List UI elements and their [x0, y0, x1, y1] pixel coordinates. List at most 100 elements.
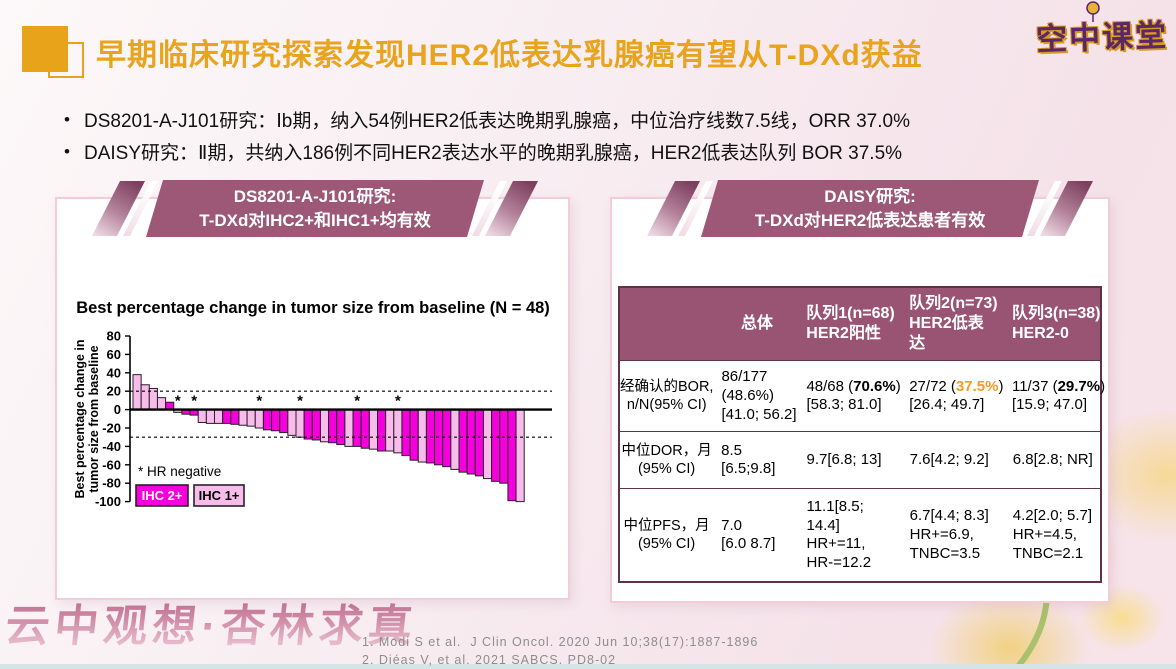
value-text: HER2低表: [909, 315, 984, 333]
chart-bar: [287, 409, 297, 436]
value-text: 6.7[4.4; 8.3]: [909, 507, 989, 525]
right-banner-line1: DAISY研究:: [824, 187, 916, 206]
table-cell: 经确认的BOR, n/N(95% CI): [620, 361, 715, 431]
table-cell-line: 6.7[4.4; 8.3]: [910, 507, 1005, 526]
watermark-slogan: 云中观想·杏林求真: [3, 590, 421, 654]
value-text: 9.7[6.8; 13]: [806, 451, 882, 469]
value-text: HER2阳性: [806, 325, 881, 343]
chart-bar: [352, 409, 362, 447]
value-text: 队列2(n=73): [909, 295, 998, 312]
table-cell-line: 中位PFS，月: [620, 517, 713, 535]
left-banner-line2: T-DXd对IHC2+和IHC1+均有效: [199, 210, 431, 230]
table-cell-line: 9.7[6.8; 13]: [806, 451, 901, 470]
table-cell-line: HER2低表: [909, 314, 1004, 334]
references: 1. Modi S et al. J Clin Oncol. 2020 Jun …: [362, 633, 758, 669]
value-text: [26.4; 49.7]: [909, 396, 985, 414]
chart-bar: [499, 409, 509, 484]
summary-bullets: DS8201-A-J101研究：Ⅰb期，纳入54例HER2低表达晚期乳腺癌，中位…: [58, 106, 1128, 170]
chart-bar: [393, 409, 403, 454]
reference-1: 1. Modi S et al. J Clin Oncol. 2020 Jun …: [362, 635, 759, 649]
chart-bar: [205, 409, 216, 424]
table-cell: 总体: [715, 288, 800, 360]
value-text: 14.4]: [806, 516, 840, 534]
chart-bar: [311, 409, 321, 441]
table-cell-line: HR+=4.5,: [1013, 526, 1098, 545]
table-cell-line: 队列2(n=73): [909, 294, 1004, 314]
highlighted-value: 37.5%: [955, 377, 999, 395]
chart-bar: [377, 409, 387, 452]
value-text: TNBC=3.5: [909, 544, 981, 562]
chart-bar: [507, 409, 517, 502]
value-text: HR+=11,: [806, 535, 866, 553]
y-tick-label: -40: [102, 439, 121, 454]
value-text: 中位PFS，月: [623, 518, 710, 535]
value-text: HR+=4.5,: [1012, 526, 1077, 544]
y-tick-label: 0: [114, 402, 121, 417]
chart-bar: [246, 409, 256, 427]
right-banner-line2: T-DXd对HER2低表达患者有效: [754, 210, 986, 230]
chart-bar: [482, 409, 493, 480]
y-tick-label: -60: [102, 457, 121, 472]
value-text: 4.2[2.0; 5.7]: [1012, 507, 1092, 525]
table-cell: 9.7[6.8; 13]: [800, 432, 903, 488]
table-cell-line: 14.4]: [806, 517, 901, 536]
table-cell-line: 11/37 (29.7%): [1011, 377, 1105, 397]
table-cell-line: 8.5: [721, 442, 798, 461]
right-banner: DAISY研究: T-DXd对HER2低表达患者有效: [646, 180, 1094, 237]
value-text: 8.5: [721, 441, 743, 459]
table-cell-line: 达: [909, 334, 1004, 354]
value-text: 经确认的BOR,: [620, 379, 714, 396]
table-cell: 11.1[8.5; 14.4] HR+=11, HR-=12.2: [800, 489, 903, 581]
table-cell-line: (95% CI): [620, 460, 713, 478]
page-title: 早期临床研究探索发现HER2低表达乳腺癌有望从T-DXd获益: [96, 39, 923, 72]
value-text: 总体: [740, 315, 773, 333]
value-text: (95% CI): [637, 536, 696, 553]
value-text: HR-=12.2: [806, 554, 872, 572]
value-text: ): [1100, 377, 1106, 395]
value-text: [41.0; 56.2]: [721, 405, 797, 423]
chart-bar: [132, 374, 142, 411]
chart-bar: [425, 409, 436, 464]
table-cell: 中位PFS，月 (95% CI): [620, 489, 715, 581]
value-text: HER2-0: [1011, 325, 1069, 343]
y-tick-label: -80: [102, 476, 121, 491]
value-text: 7.0: [721, 516, 743, 534]
y-tick-label: 80: [107, 329, 121, 344]
table-cell-line: [58.3; 81.0]: [806, 396, 901, 415]
balloon-icon: [1086, 1, 1100, 22]
y-axis-label: Best percentage change intumor size from…: [73, 339, 101, 498]
chart-bar: [230, 409, 240, 425]
hr-negative-asterisk: *: [175, 393, 181, 410]
table-cell-line: 11.1[8.5;: [806, 498, 901, 517]
waterfall-chart: 80 60 40 20 0 -20 -40 -60 -80 -100 * * * * * * Best perc…: [73, 329, 552, 509]
chart-bar: [295, 409, 305, 438]
table-cell-line: 48/68 (70.6%): [806, 378, 901, 397]
table-cell-line: HR+=6.9,: [910, 526, 1005, 545]
value-text: 70.6%: [853, 377, 896, 395]
value-text: ): [895, 377, 901, 395]
table-cell-line: 经确认的BOR,: [620, 378, 713, 396]
title-square-icon: [22, 26, 68, 72]
table-cell: 队列1(n=68) HER2阳性: [800, 288, 903, 360]
y-tick-label: 20: [107, 384, 121, 399]
y-tick-label: -20: [102, 421, 121, 436]
value-text: [6.5;9.8]: [721, 460, 776, 478]
chart-bar: [271, 409, 281, 432]
value-text: (48.6%): [721, 387, 774, 405]
table-cell-line: (95% CI): [620, 535, 713, 553]
chart-bar: [140, 384, 150, 411]
value-text: ): [998, 377, 1004, 395]
table-cell-line: [26.4; 49.7]: [909, 396, 1004, 415]
chart-bar: [262, 409, 273, 431]
table-row: 中位PFS，月 (95% CI) 7.0 [6.0 8.7] 11.1[8.5; 14.4…: [620, 488, 1100, 581]
table-cell: 27/72 (37.5%) [26.4; 49.7]: [903, 361, 1006, 431]
reference-2: 2. Diéas V, et al. 2021 SABCS. PD8-02: [362, 653, 617, 668]
chart-bar: [344, 409, 354, 447]
value-text: 11/37 (: [1011, 377, 1058, 395]
table-cell: 7.6[4.2; 9.2]: [904, 432, 1007, 488]
hr-negative-asterisk: *: [191, 393, 197, 410]
value-text: 队列1(n=68): [806, 305, 895, 323]
bullet-ds8201: DS8201-A-J101研究：Ⅰb期，纳入54例HER2低表达晚期乳腺癌，中位…: [58, 106, 1128, 138]
chart-bar: [385, 409, 395, 452]
